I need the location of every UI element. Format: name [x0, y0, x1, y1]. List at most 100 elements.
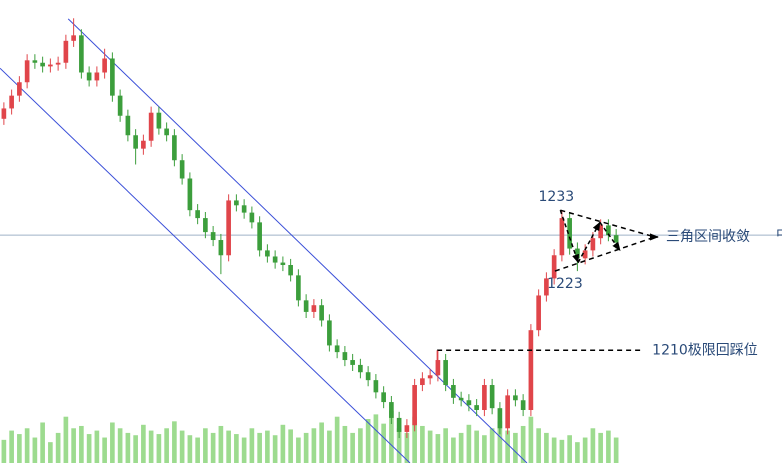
candle-body — [350, 360, 355, 365]
candle-body — [9, 95, 14, 109]
candle-body — [265, 250, 270, 257]
volume-bar — [117, 428, 123, 463]
channel-line — [0, 67, 411, 463]
candle-body — [582, 250, 588, 259]
volume-bar — [365, 419, 371, 463]
volume-bar — [582, 437, 588, 463]
volume-bar — [1, 439, 7, 463]
volume-bar — [590, 428, 596, 463]
volume-bar — [164, 428, 169, 463]
candle-body — [412, 385, 417, 426]
candle-body — [342, 352, 348, 361]
volume-bar — [598, 432, 603, 463]
volume-bar — [48, 442, 53, 463]
candle-body — [458, 397, 464, 401]
volume-bar — [497, 421, 503, 463]
volume-bar — [319, 422, 324, 463]
volume-bar — [334, 416, 340, 463]
volume-bar — [71, 428, 76, 463]
volume-bar — [296, 437, 301, 463]
candle-body — [210, 232, 216, 241]
volume-bar — [102, 437, 107, 463]
volume-bar — [195, 437, 200, 463]
volume-bar — [280, 424, 286, 463]
candle-body — [303, 300, 309, 312]
candle-body — [575, 248, 580, 259]
volume-bar — [567, 435, 572, 463]
volume-bar — [451, 437, 456, 463]
candle-body — [1, 108, 7, 119]
candle-body — [187, 178, 193, 211]
volume-bar — [389, 410, 394, 463]
volume-bar — [606, 430, 611, 463]
volume-bar — [458, 432, 464, 463]
volume-bar — [272, 435, 278, 463]
candle-body — [590, 238, 596, 251]
volume-bar — [241, 437, 247, 463]
volume-bar — [513, 432, 518, 463]
candle-body — [234, 200, 239, 206]
candle-body — [358, 364, 363, 373]
candle-body — [396, 417, 402, 432]
volume-bar — [575, 442, 580, 463]
candle-body — [63, 40, 69, 63]
candle-body — [179, 160, 185, 179]
candle-body — [249, 212, 255, 223]
volume-bar — [474, 430, 479, 463]
candle-body — [203, 218, 208, 233]
candle-body — [280, 262, 286, 266]
candle-body — [125, 115, 131, 136]
volume-bar — [489, 428, 495, 463]
volume-bar — [63, 416, 69, 463]
candle-body — [110, 58, 115, 96]
volume-bar — [358, 428, 363, 463]
volume-bar — [466, 424, 472, 463]
high-label: 1233 — [539, 189, 575, 205]
zigzag-arrow — [599, 221, 621, 252]
candle-body — [606, 225, 611, 236]
volume-bar — [350, 432, 355, 463]
volume-bar — [257, 432, 262, 463]
candle-body — [466, 400, 472, 406]
candle-body — [102, 58, 107, 73]
candle-body — [420, 378, 425, 386]
volume-bar — [226, 430, 231, 463]
candle-body — [40, 62, 45, 67]
volume-bar — [520, 425, 526, 463]
volume-bar — [613, 437, 619, 463]
candle-body — [482, 385, 487, 410]
triangle-upper — [560, 209, 656, 238]
volume-bar — [303, 432, 309, 463]
volume-bar — [404, 432, 410, 463]
candle-body — [311, 305, 317, 312]
volume-bar — [55, 432, 61, 463]
candle-body — [544, 278, 549, 296]
candle-body — [567, 218, 572, 249]
candle-body — [241, 205, 247, 213]
volume-bar — [218, 425, 224, 463]
candle-body — [226, 200, 231, 256]
candle-body — [24, 60, 30, 83]
volume-bar — [79, 425, 84, 463]
candle-body — [389, 402, 394, 418]
volume-bar — [427, 430, 433, 463]
channel-line — [67, 18, 528, 463]
candle-body — [613, 235, 619, 243]
candle-body — [528, 330, 534, 410]
candle-body — [520, 400, 526, 410]
volume-bar — [187, 435, 193, 463]
volume-bar — [179, 430, 185, 463]
volume-bar — [24, 428, 30, 463]
candle-body — [288, 265, 293, 276]
volume-bar — [311, 428, 317, 463]
volume-bar — [94, 430, 100, 463]
candle-body — [133, 135, 138, 149]
candle-body — [164, 128, 169, 136]
candle-body — [435, 360, 441, 376]
volume-bar — [203, 428, 208, 463]
volume-bar — [110, 422, 115, 463]
volume-bar — [141, 424, 146, 463]
candle-body — [513, 395, 518, 401]
zigzag-arrow — [559, 209, 579, 264]
volume-bar — [9, 430, 14, 463]
